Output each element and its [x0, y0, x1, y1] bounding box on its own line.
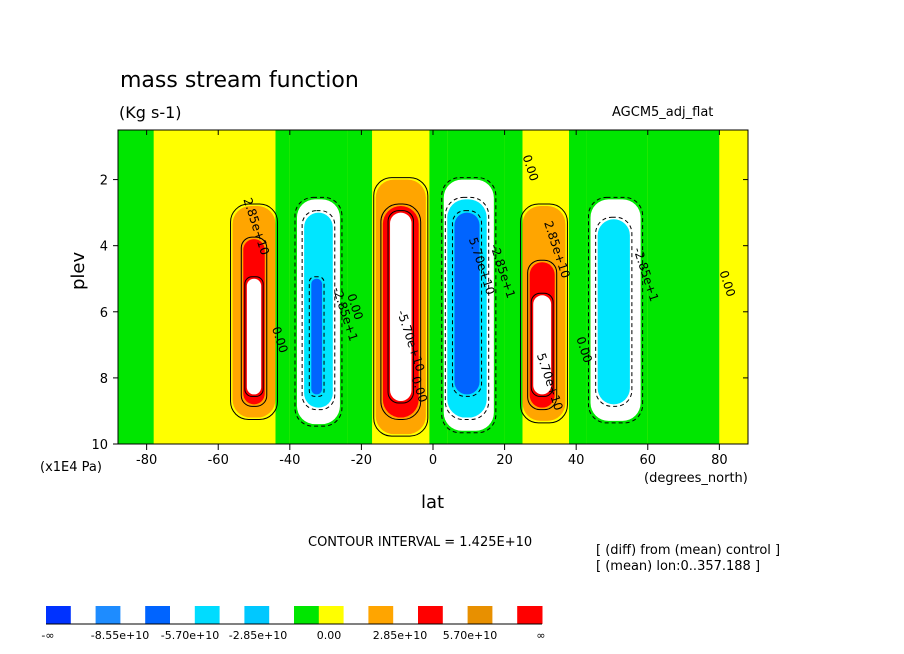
contour-cell-15 [390, 212, 412, 402]
y-axis-label: plev [68, 251, 89, 290]
y-tick-label-2: 6 [100, 306, 108, 321]
note-mean: [ (mean) lon:0..357.188 ] [596, 559, 761, 574]
colorbar-swatch-9 [269, 606, 295, 624]
x-tick-label-6: 40 [568, 453, 585, 468]
contour-cell-20 [454, 212, 480, 395]
contour-line-10 [308, 276, 325, 397]
y-tick-label-0: 2 [100, 174, 108, 189]
x-axis-label: lat [421, 492, 445, 513]
chart-units: (Kg s-1) [119, 103, 182, 122]
contour-cell-30 [647, 130, 720, 444]
x-tick-label-7: 60 [639, 453, 656, 468]
contour-line-29 [595, 216, 633, 407]
colorbar-swatch-13 [368, 606, 394, 624]
x-units-label: (degrees_north) [644, 471, 748, 486]
contour-cell-31 [719, 130, 748, 444]
colorbar-swatch-14 [393, 606, 419, 624]
colorbar-swatch-1 [70, 606, 97, 624]
colorbar-swatch-19 [517, 606, 543, 624]
contour-cell-11 [347, 130, 373, 444]
x-tick-label-8: 80 [711, 453, 728, 468]
contour-line-15 [387, 210, 415, 404]
contour-line-19 [444, 196, 490, 421]
contour-cell-6 [275, 130, 290, 444]
colorbar-swatch-3 [120, 606, 146, 624]
x-tick-label-4: 0 [429, 453, 437, 468]
experiment-label: AGCM5_adj_flat [612, 105, 714, 120]
contour-cell-1 [153, 130, 197, 444]
contour-cell-0 [118, 130, 154, 444]
colorbar-label-5: 2.85e+10 [373, 629, 427, 642]
contour-cell-16 [429, 130, 448, 444]
contour-cell-25 [533, 295, 552, 395]
contour-cell-5 [246, 278, 262, 395]
colorbar-swatch-16 [442, 606, 469, 624]
y-tick-label-4: 10 [91, 438, 108, 453]
contour-line-13 [373, 177, 429, 437]
colorbar-swatch-18 [492, 606, 518, 624]
contour-line-18 [441, 177, 497, 434]
contour-line-8 [294, 196, 343, 427]
contour-line-3 [230, 203, 278, 421]
colorbar-swatch-7 [219, 606, 245, 624]
x-tick-label-3: -20 [351, 453, 372, 468]
y-tick-label-1: 4 [100, 240, 108, 255]
colorbar-swatch-2 [95, 606, 121, 624]
colorbar-swatch-0 [46, 606, 72, 624]
contour-line-28 [588, 196, 644, 424]
colorbar-label-2: -5.70e+10 [161, 629, 219, 642]
colorbar-swatch-12 [343, 606, 369, 624]
contour-cell-21 [504, 130, 523, 444]
colorbar-swatch-8 [244, 606, 270, 624]
colorbar-swatch-4 [145, 606, 171, 624]
note-diff: [ (diff) from (mean) control ] [596, 543, 781, 558]
chart-title: mass stream function [120, 68, 359, 93]
colorbar-swatch-5 [170, 606, 196, 624]
contour-line-20 [451, 210, 483, 397]
contour-line-24 [527, 259, 558, 411]
contour-cell-26 [569, 130, 587, 444]
colorbar-label-1: -8.55e+10 [91, 629, 149, 642]
contour-cell-10 [311, 278, 323, 395]
y-tick-label-3: 8 [100, 372, 108, 387]
colorbar-label-4: 0.00 [317, 629, 342, 642]
y-units-label: (x1E4 Pa) [40, 460, 102, 475]
x-tick-label-0: -80 [136, 453, 157, 468]
contour-line-23 [519, 203, 568, 424]
x-tick-label-1: -60 [208, 453, 229, 468]
colorbar-label-0: -∞ [41, 629, 54, 642]
colorbar-label-7: ∞ [536, 629, 545, 642]
colorbar-swatch-11 [318, 606, 345, 624]
contour-interval: CONTOUR INTERVAL = 1.425E+10 [308, 535, 533, 550]
contour-line-9 [301, 210, 336, 411]
x-tick-label-2: -40 [279, 453, 300, 468]
colorbar-swatch-15 [418, 606, 444, 624]
contour-line-25 [530, 292, 554, 397]
colorbar-swatch-6 [194, 606, 221, 624]
contour-line-4 [240, 236, 268, 407]
contour-line-14 [380, 203, 422, 421]
x-tick-label-5: 20 [496, 453, 513, 468]
contour-line-5 [244, 276, 264, 397]
colorbar-label-6: 5.70e+10 [443, 629, 497, 642]
colorbar-swatch-10 [294, 606, 320, 624]
contour-cell-29 [597, 219, 630, 405]
colorbar-label-3: -2.85e+10 [229, 629, 287, 642]
colorbar-swatch-17 [467, 606, 493, 624]
